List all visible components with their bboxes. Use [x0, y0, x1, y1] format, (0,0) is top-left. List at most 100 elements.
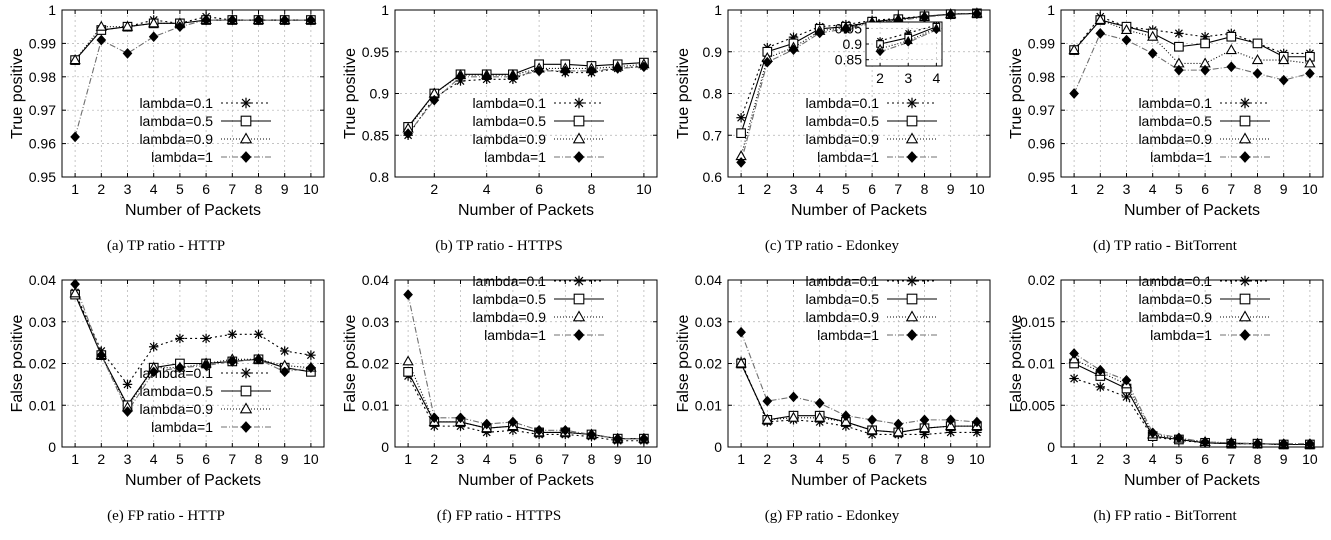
x-tick-label: 4 [483, 451, 491, 467]
diamond-marker [762, 395, 773, 407]
diamond-marker [201, 360, 211, 371]
x-tick-label: 9 [281, 451, 289, 467]
x-tick-label: 5 [509, 451, 517, 467]
y-tick-label: 0.03 [695, 314, 722, 330]
x-tick-label: 2 [97, 181, 105, 197]
legend-label: lambda=1 [817, 327, 879, 343]
square-marker [573, 115, 585, 127]
diamond-marker [481, 71, 492, 83]
x-axis-label: Number of Packets [125, 202, 261, 219]
legend-item: lambda=1 [1150, 149, 1270, 165]
triangle-marker [1251, 54, 1264, 65]
x-tick-label: 7 [894, 451, 902, 467]
square-marker [906, 115, 918, 127]
series-line [74, 19, 311, 61]
x-tick-label: 2 [763, 181, 771, 197]
legend-item: lambda=0.1 [139, 365, 271, 381]
diamond-marker [573, 329, 585, 341]
y-tick-label: 0.03 [362, 314, 389, 330]
triangle-marker [1147, 30, 1159, 41]
y-tick-label: 0.85 [362, 127, 389, 143]
diamond-marker [240, 421, 252, 433]
chart-fp-http: 0 0.01 0.02 0.03 0.04 1 2 3 4 5 6 7 8 9 10 Number of Pa… [9, 272, 325, 489]
triangle-marker [239, 132, 253, 144]
asterisk-marker [122, 379, 133, 390]
legend-item: lambda=0.9 [805, 131, 937, 147]
x-tick-label: 8 [921, 451, 929, 467]
x-tick-label: 6 [868, 451, 876, 467]
panel-caption: (e) FP ratio - HTTP [107, 508, 225, 524]
y-tick-label: 1 [381, 2, 389, 18]
x-tick-label: 5 [842, 451, 850, 467]
legend-label: lambda=0.5 [805, 113, 879, 129]
diamond-marker [893, 418, 904, 430]
series-line [740, 12, 977, 118]
square-marker [736, 128, 746, 139]
asterisk-marker [240, 367, 252, 379]
diamond-marker [788, 44, 799, 55]
x-tick-label: 3 [124, 181, 132, 197]
x-tick-label: 7 [894, 181, 902, 197]
diamond-marker [1095, 364, 1106, 376]
x-tick-label: 8 [921, 181, 929, 197]
diamond-marker [279, 14, 290, 26]
panel-d: 0.95 0.96 0.97 0.98 0.99 1 1 2 3 4 5 6 7 8 9 10 Number o… [999, 0, 1331, 262]
asterisk-marker [253, 329, 264, 340]
diamond-marker [876, 47, 884, 57]
legend-label: lambda=0.5 [139, 383, 213, 399]
diamond-marker [612, 433, 623, 444]
x-tick-label: 3 [457, 451, 465, 467]
triangle-marker [1238, 310, 1252, 322]
legend-label: lambda=0.5 [472, 113, 546, 129]
legend-label: lambda=0.9 [139, 131, 213, 147]
legend-item: lambda=1 [484, 149, 604, 165]
y-tick-label: 0.02 [362, 356, 389, 372]
diamond-marker [534, 424, 544, 436]
diamond-marker [306, 362, 316, 373]
diamond-marker [253, 14, 264, 26]
legend-label: lambda=0.1 [472, 273, 546, 289]
diamond-marker [1200, 64, 1210, 76]
panel-caption: (a) TP ratio - HTTP [106, 238, 226, 254]
legend-label: lambda=1 [1150, 149, 1212, 165]
x-tick-label: 10 [636, 451, 652, 467]
x-tick-label: 3 [790, 451, 798, 467]
legend-item: lambda=1 [151, 149, 271, 165]
x-tick-label: 5 [1175, 451, 1183, 467]
series-line [74, 294, 311, 407]
x-tick-label: 7 [228, 181, 236, 197]
y-tick-label: 0.9 [703, 44, 723, 60]
y-tick-label: 0.95 [29, 169, 56, 185]
x-tick-label: 2 [430, 451, 438, 467]
x-tick-label: 9 [281, 181, 289, 197]
panel-caption: (d) TP ratio - BitTorrent [1093, 238, 1237, 254]
x-tick-label: 2 [1096, 451, 1104, 467]
diamond-marker [175, 362, 185, 373]
square-marker [1239, 115, 1251, 127]
diamond-marker [904, 38, 913, 47]
asterisk-marker [906, 97, 918, 109]
y-tick-label: 0.01 [362, 397, 389, 413]
diamond-marker [96, 34, 107, 46]
x-tick-label: 5 [842, 181, 850, 197]
inset-x-tick-label: 3 [904, 70, 912, 86]
diamond-marker [1174, 64, 1184, 76]
y-tick-label: 0.02 [695, 356, 722, 372]
y-tick-label: 0.04 [29, 272, 56, 288]
x-tick-label: 5 [176, 181, 184, 197]
x-tick-label: 8 [588, 181, 596, 197]
legend-item: lambda=0.9 [139, 131, 271, 147]
x-tick-label: 8 [1254, 181, 1262, 197]
y-tick-label: 0.04 [695, 272, 722, 288]
square-marker [1226, 31, 1237, 42]
x-tick-label: 9 [614, 451, 622, 467]
asterisk-marker [573, 275, 585, 287]
legend-item: lambda=0.5 [472, 291, 604, 307]
x-tick-label: 8 [1254, 451, 1262, 467]
x-tick-label: 10 [969, 181, 985, 197]
legend-item: lambda=0.5 [139, 383, 271, 399]
diamond-marker [1174, 432, 1184, 444]
diamond-marker [429, 412, 440, 424]
diamond-marker [945, 414, 956, 426]
